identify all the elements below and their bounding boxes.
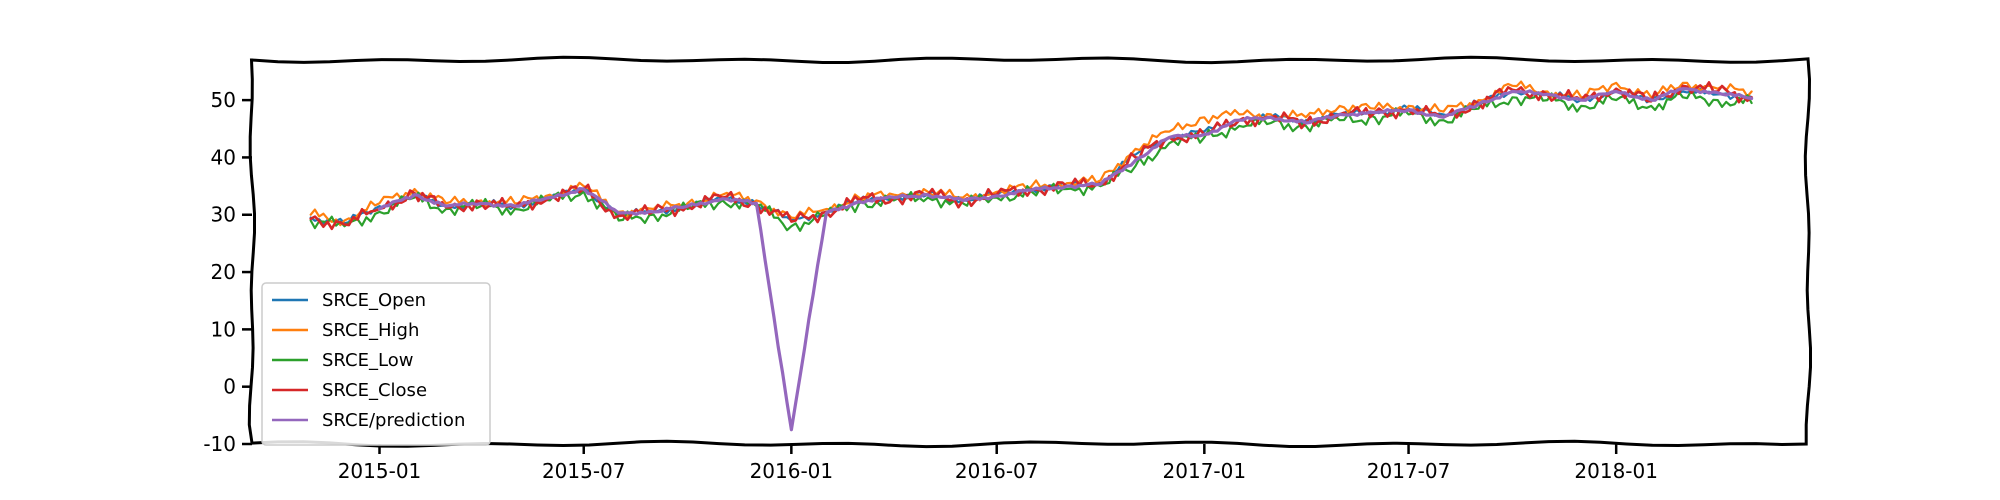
plot-frame	[247, 55, 1812, 449]
series-line-srce-close	[309, 81, 1753, 231]
legend-label: SRCE_Low	[322, 350, 413, 371]
series-lines	[309, 80, 1754, 432]
y-tick-label: 30	[211, 203, 236, 227]
series-line-srce-low	[309, 89, 1753, 232]
series-line-srce-prediction	[377, 87, 1754, 432]
legend-label: SRCE_High	[322, 320, 419, 341]
legend: SRCE_Open SRCE_High SRCE_Low SRCE_Close SRCE…	[261, 282, 491, 446]
legend-label: SRCE_Close	[322, 380, 427, 401]
x-tick-label: 2018-01	[1574, 459, 1658, 483]
x-tick-label: 2016-07	[955, 459, 1039, 483]
series-line-srce-high	[309, 80, 1753, 227]
legend-box	[261, 282, 491, 446]
legend-label: SRCE_Open	[322, 290, 426, 311]
x-tick-label: 2016-01	[750, 459, 834, 483]
y-tick-label: 10	[211, 317, 236, 341]
x-tick-label: 2017-01	[1163, 459, 1247, 483]
y-tick-label: -10	[203, 432, 236, 456]
x-tick-label: 2015-01	[338, 459, 422, 483]
legend-label: SRCE/prediction	[322, 410, 465, 431]
axis-ticks: -10 0 10 20 30 40 50 2015-01 2015-07 2016-01 2016-…	[203, 88, 1658, 483]
x-tick-label: 2015-07	[542, 459, 626, 483]
y-tick-label: 0	[223, 375, 236, 399]
y-tick-label: 20	[211, 260, 236, 284]
y-tick-label: 50	[211, 88, 236, 112]
x-tick-label: 2017-07	[1367, 459, 1451, 483]
y-tick-label: 40	[211, 145, 236, 169]
